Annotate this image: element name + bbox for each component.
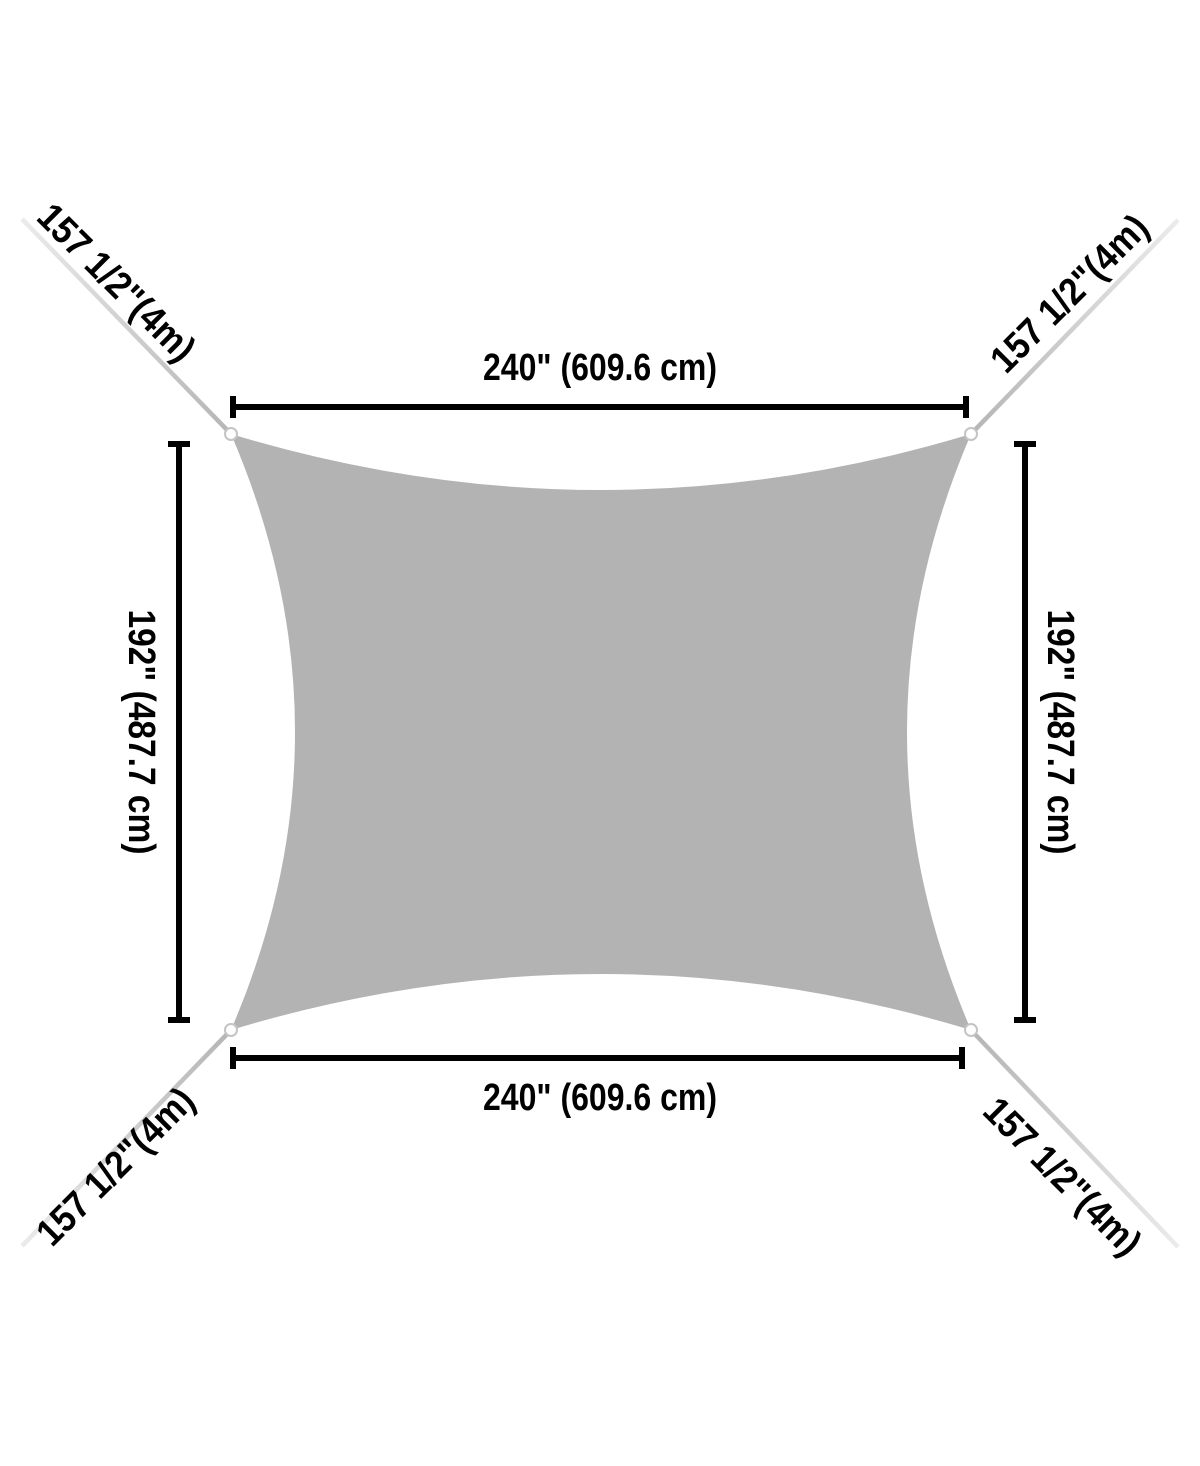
rope-bottom-right	[969, 1028, 1180, 1249]
dimension-label-left: 192" (487.7 cm)	[120, 610, 162, 855]
dimension-line-top	[230, 396, 969, 418]
rope-label-top-left: 157 1/2"(4m)	[29, 196, 204, 371]
rope-label-bottom-left: 157 1/2"(4m)	[29, 1080, 204, 1255]
dimension-label-bottom: 240" (609.6 cm)	[483, 1077, 717, 1119]
rope-label-bottom-right: 157 1/2"(4m)	[975, 1090, 1150, 1265]
rope-top-right	[969, 218, 1180, 436]
dimension-line-left	[168, 441, 190, 1023]
sail-shape	[231, 434, 971, 1030]
rope-label-top-right: 157 1/2"(4m)	[983, 207, 1158, 382]
grommet-bottom-left	[224, 1023, 238, 1037]
rope-bottom-left	[20, 1028, 233, 1248]
grommet-top-left	[224, 427, 238, 441]
grommet-bottom-right	[964, 1023, 978, 1037]
grommet-top-right	[964, 427, 978, 441]
rope-top-left	[20, 217, 233, 436]
dimension-line-right	[1014, 441, 1036, 1023]
dimension-label-top: 240" (609.6 cm)	[483, 347, 717, 389]
dimension-line-bottom	[230, 1047, 965, 1069]
dimension-label-right: 192" (487.7 cm)	[1039, 610, 1081, 855]
